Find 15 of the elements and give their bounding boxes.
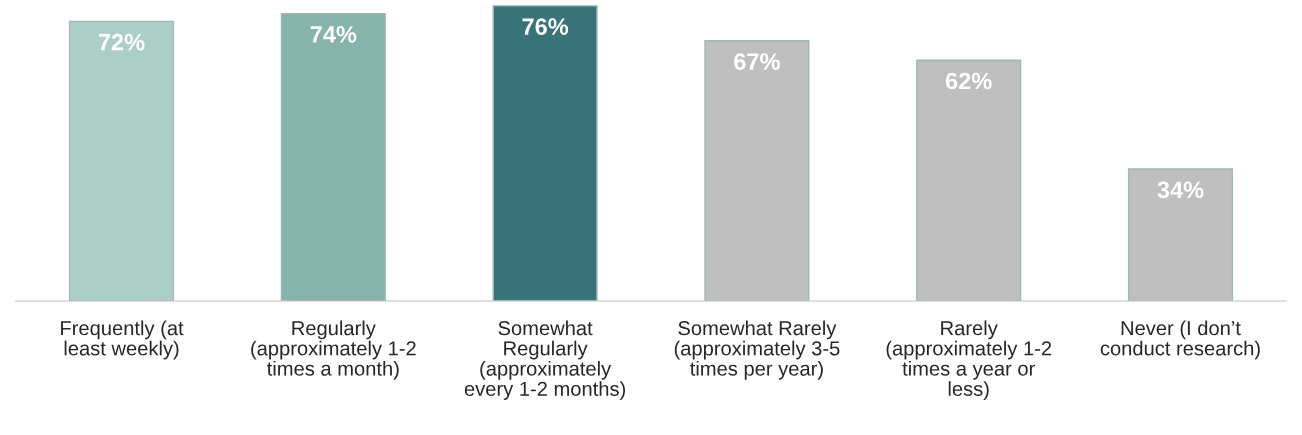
x-tick-label: Somewhat Regularly (approximately every 1-2 months) — [464, 320, 626, 400]
x-tick-label: Regularly (approximately 1-2 times a month) — [251, 320, 416, 380]
data-label: 62% — [945, 72, 992, 90]
bar — [492, 5, 598, 302]
data-label: 67% — [734, 53, 780, 70]
x-tick-label: Never (I don’t conduct research) — [1100, 320, 1260, 360]
data-label: 72% — [98, 33, 145, 51]
bar — [280, 12, 386, 302]
data-label: 34% — [1157, 181, 1204, 199]
x-tick-label: Somewhat Rarely (approximately 3-5 times per year) — [674, 320, 840, 380]
data-label: 76% — [522, 18, 569, 35]
x-tick-label: Rarely (approximately 1-2 times a year or less) — [886, 320, 1052, 400]
bar — [68, 20, 175, 302]
x-tick-label: Frequently (at least weekly) — [61, 320, 184, 360]
data-label: 74% — [310, 26, 357, 43]
